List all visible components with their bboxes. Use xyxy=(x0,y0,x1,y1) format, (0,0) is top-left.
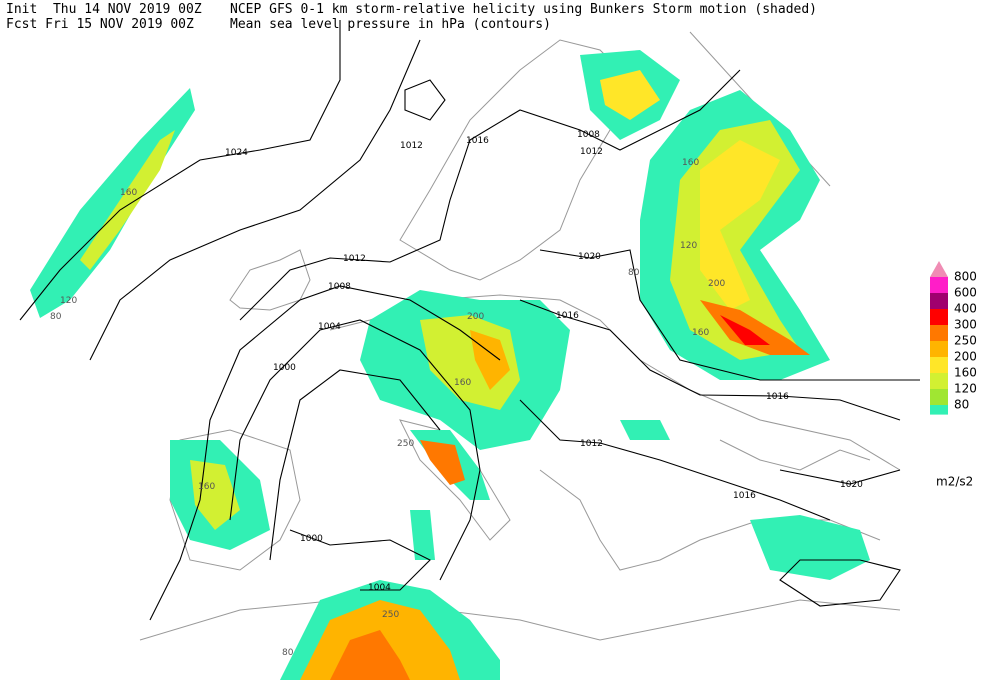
init-time: Init Thu 14 NOV 2019 00Z xyxy=(6,2,202,17)
shading-label: 250 xyxy=(397,439,414,449)
contour-label: 1016 xyxy=(733,491,756,501)
contour-label: 1012 xyxy=(580,147,603,157)
shading-label: 160 xyxy=(692,328,709,338)
contour-label: 1012 xyxy=(343,254,366,264)
shading-label: 160 xyxy=(120,188,137,198)
contour-label: 1004 xyxy=(318,322,341,332)
contour-label: 1008 xyxy=(577,130,600,140)
contour-label: 1016 xyxy=(466,136,489,146)
contour-label: 1012 xyxy=(580,439,603,449)
shading-label: 160 xyxy=(198,482,215,492)
shading-label: 200 xyxy=(467,312,484,322)
title: NCEP GFS 0-1 km storm-relative helicity … xyxy=(230,2,817,17)
legend-label: 800 xyxy=(954,270,977,284)
header: Init Thu 14 NOV 2019 00Z Fcst Fri 15 NOV… xyxy=(6,2,817,32)
shading-label: 250 xyxy=(382,610,399,620)
shading-label: 200 xyxy=(708,279,725,289)
legend-swatch xyxy=(930,405,948,415)
contour-label: 1000 xyxy=(300,534,323,544)
contour-label: 1012 xyxy=(400,141,423,151)
shading-label: 80 xyxy=(282,648,294,658)
contour-label: 1004 xyxy=(368,583,391,593)
legend-swatch xyxy=(930,373,948,389)
contour-label: 1016 xyxy=(556,311,579,321)
legend-swatch xyxy=(930,357,948,373)
contour-label: 1008 xyxy=(328,282,351,292)
shading-label: 160 xyxy=(454,378,471,388)
legend-label: 250 xyxy=(954,334,977,348)
pressure-contours xyxy=(19,20,920,621)
legend-swatch xyxy=(930,277,948,293)
contour-label: 1020 xyxy=(578,252,601,262)
contour-label: 1024 xyxy=(225,148,248,158)
legend-swatch xyxy=(930,293,948,309)
helicity-shading xyxy=(30,50,870,680)
legend-swatch xyxy=(930,309,948,325)
shading-label: 160 xyxy=(682,158,699,168)
legend-triangle xyxy=(930,261,948,277)
legend-label: 400 xyxy=(954,302,977,316)
shading-label: 80 xyxy=(628,268,640,278)
contour-label: 1016 xyxy=(766,392,789,402)
legend-label: 600 xyxy=(954,286,977,300)
legend-swatch xyxy=(930,325,948,341)
shading-label: 120 xyxy=(60,296,77,306)
legend-unit: m2/s2 xyxy=(936,475,973,489)
legend-label: 80 xyxy=(954,398,969,412)
legend-swatch xyxy=(930,389,948,405)
legend-label: 160 xyxy=(954,366,977,380)
shading-label: 80 xyxy=(50,312,62,322)
legend: 800 600 400 300 250 200 160 120 80 xyxy=(930,261,977,415)
subtitle: Mean sea level pressure in hPa (contours… xyxy=(230,17,551,32)
contour-label: 1000 xyxy=(273,363,296,373)
shading-label: 120 xyxy=(680,241,697,251)
legend-swatch xyxy=(930,341,948,357)
contour-label: 1020 xyxy=(840,480,863,490)
legend-label: 120 xyxy=(954,382,977,396)
forecast-time: Fcst Fri 15 NOV 2019 00Z xyxy=(6,17,194,32)
contour-labels: 1024 1012 1016 1008 1012 1012 1008 1004 … xyxy=(225,130,863,593)
shading-labels: 120 80 160 200 160 250 160 250 200 160 1… xyxy=(50,158,725,658)
legend-label: 300 xyxy=(954,318,977,332)
legend-label: 200 xyxy=(954,350,977,364)
